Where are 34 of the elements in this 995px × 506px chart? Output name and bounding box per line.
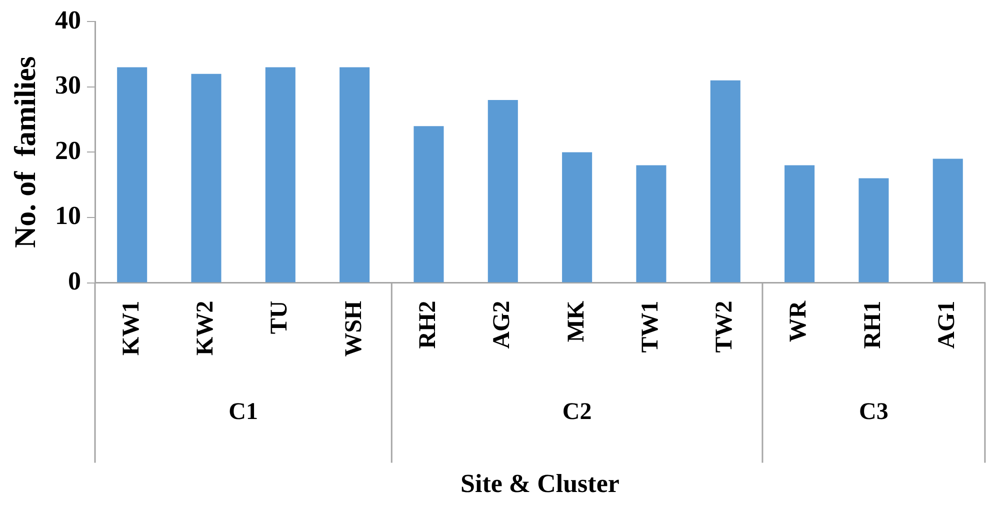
bar [710, 80, 740, 282]
bar [265, 67, 296, 282]
x-axis-title: Site & Cluster [460, 469, 620, 498]
bar [340, 67, 370, 282]
bar [488, 100, 518, 282]
x-tick-label: RH1 [860, 300, 886, 349]
y-tick-label: 10 [55, 201, 81, 230]
x-tick-label: TU [266, 300, 293, 334]
y-axis-title: No. of families [8, 56, 42, 248]
bar [414, 126, 444, 282]
x-tick-label: KW2 [192, 300, 218, 356]
bar [858, 178, 889, 282]
bar [117, 67, 148, 282]
y-tick-label: 30 [55, 70, 81, 100]
bar [784, 165, 815, 282]
x-tick-label: TW2 [712, 300, 738, 353]
bar [636, 165, 666, 282]
x-tick-label: MK [563, 300, 590, 342]
y-tick-label: 20 [55, 136, 81, 165]
bar [932, 158, 963, 282]
bar [191, 74, 222, 282]
text: C2 [562, 398, 592, 425]
text: C1 [228, 398, 258, 425]
x-tick-label: KW1 [118, 300, 144, 356]
x-tick-label: TW1 [637, 300, 664, 353]
x-tick-label: AG2 [489, 300, 516, 349]
y-tick-label: 0 [68, 266, 81, 296]
x-tick-label: WR [786, 300, 812, 342]
x-tick-label: AG1 [934, 300, 960, 349]
bar [562, 152, 592, 282]
y-tick-label: 40 [55, 5, 81, 34]
text: C3 [859, 398, 888, 425]
x-tick-label: RH2 [414, 300, 441, 349]
x-tick-label: WSH [340, 300, 367, 357]
